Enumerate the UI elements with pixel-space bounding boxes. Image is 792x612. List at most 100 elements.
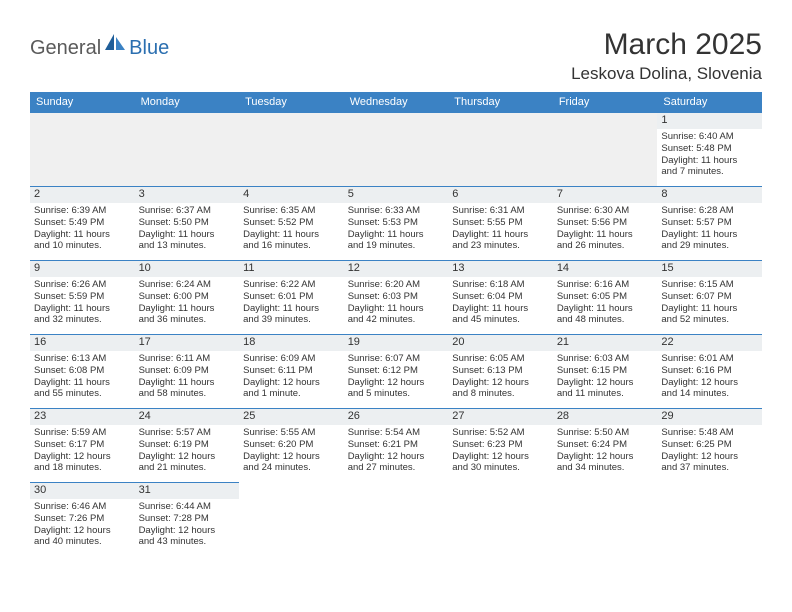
cell-text: and 39 minutes. [243,314,340,326]
cell-text: Daylight: 11 hours [661,303,758,315]
cell-text: Sunrise: 6:44 AM [139,501,236,513]
cell-text: Daylight: 12 hours [243,377,340,389]
calendar-cell: 7Sunrise: 6:30 AMSunset: 5:56 PMDaylight… [553,187,658,261]
cell-text: Sunset: 5:52 PM [243,217,340,229]
location: Leskova Dolina, Slovenia [571,64,762,84]
calendar-cell: 28Sunrise: 5:50 AMSunset: 6:24 PMDayligh… [553,409,658,483]
cell-text: and 5 minutes. [348,388,445,400]
cell-text: Sunrise: 6:03 AM [557,353,654,365]
day-number: 30 [30,483,135,499]
cell-text: Sunrise: 6:28 AM [661,205,758,217]
day-number: 10 [135,261,240,277]
cell-text: Daylight: 12 hours [452,451,549,463]
calendar-row: 2Sunrise: 6:39 AMSunset: 5:49 PMDaylight… [30,187,762,261]
cell-text: Sunset: 6:16 PM [661,365,758,377]
cell-text: Sunrise: 6:39 AM [34,205,131,217]
cell-text: Daylight: 11 hours [661,229,758,241]
calendar-cell: 11Sunrise: 6:22 AMSunset: 6:01 PMDayligh… [239,261,344,335]
day-number: 1 [657,113,762,129]
calendar-cell: 31Sunrise: 6:44 AMSunset: 7:28 PMDayligh… [135,483,240,557]
cell-text: Daylight: 12 hours [34,451,131,463]
cell-text: Sunrise: 6:26 AM [34,279,131,291]
day-number: 5 [344,187,449,203]
cell-text: and 40 minutes. [34,536,131,548]
cell-text: Daylight: 11 hours [139,303,236,315]
cell-text: Sunset: 6:00 PM [139,291,236,303]
cell-text: Sunset: 6:01 PM [243,291,340,303]
day-number: 24 [135,409,240,425]
cell-text: Sunrise: 6:15 AM [661,279,758,291]
calendar-cell [448,483,553,557]
cell-text: and 11 minutes. [557,388,654,400]
cell-text: Sunrise: 6:46 AM [34,501,131,513]
cell-text: Daylight: 11 hours [348,229,445,241]
cell-text: and 16 minutes. [243,240,340,252]
cell-text: Sunset: 5:56 PM [557,217,654,229]
calendar-cell [344,113,449,187]
day-number: 4 [239,187,344,203]
day-number: 16 [30,335,135,351]
calendar-cell [30,113,135,187]
cell-text: Sunset: 5:57 PM [661,217,758,229]
cell-text: Daylight: 12 hours [452,377,549,389]
cell-text: Sunrise: 5:55 AM [243,427,340,439]
cell-text: and 18 minutes. [34,462,131,474]
cell-text: and 52 minutes. [661,314,758,326]
calendar-cell: 26Sunrise: 5:54 AMSunset: 6:21 PMDayligh… [344,409,449,483]
cell-text: and 45 minutes. [452,314,549,326]
calendar-cell [448,113,553,187]
day-number: 23 [30,409,135,425]
calendar-cell [657,483,762,557]
calendar-cell: 13Sunrise: 6:18 AMSunset: 6:04 PMDayligh… [448,261,553,335]
day-number: 8 [657,187,762,203]
calendar-cell: 23Sunrise: 5:59 AMSunset: 6:17 PMDayligh… [30,409,135,483]
day-number: 18 [239,335,344,351]
day-number: 3 [135,187,240,203]
calendar-cell: 14Sunrise: 6:16 AMSunset: 6:05 PMDayligh… [553,261,658,335]
cell-text: Daylight: 12 hours [557,377,654,389]
logo-text-general: General [30,37,101,60]
calendar-page: General Blue March 2025 Leskova Dolina, … [0,0,792,557]
col-header: Saturday [657,92,762,113]
cell-text: and 19 minutes. [348,240,445,252]
cell-text: Sunrise: 6:18 AM [452,279,549,291]
calendar-row: 16Sunrise: 6:13 AMSunset: 6:08 PMDayligh… [30,335,762,409]
cell-text: Sunset: 6:07 PM [661,291,758,303]
day-number: 13 [448,261,553,277]
calendar-cell: 20Sunrise: 6:05 AMSunset: 6:13 PMDayligh… [448,335,553,409]
cell-text: Daylight: 12 hours [139,525,236,537]
cell-text: Sunset: 5:53 PM [348,217,445,229]
day-number: 26 [344,409,449,425]
day-number: 28 [553,409,658,425]
day-number: 20 [448,335,553,351]
cell-text: Daylight: 11 hours [243,303,340,315]
title-block: March 2025 Leskova Dolina, Slovenia [571,28,762,84]
cell-text: Sunset: 6:20 PM [243,439,340,451]
cell-text: Daylight: 11 hours [557,303,654,315]
cell-text: Sunrise: 6:31 AM [452,205,549,217]
cell-text: and 14 minutes. [661,388,758,400]
calendar-cell: 8 Sunrise: 6:28 AMSunset: 5:57 PMDaylight… [657,187,762,261]
col-header: Tuesday [239,92,344,113]
cell-text: Sunset: 6:13 PM [452,365,549,377]
cell-text: Sunset: 6:17 PM [34,439,131,451]
calendar-cell: 15Sunrise: 6:15 AMSunset: 6:07 PMDayligh… [657,261,762,335]
calendar-cell: 17Sunrise: 6:11 AMSunset: 6:09 PMDayligh… [135,335,240,409]
calendar-cell: 22Sunrise: 6:01 AMSunset: 6:16 PMDayligh… [657,335,762,409]
day-number: 7 [553,187,658,203]
cell-text: and 36 minutes. [139,314,236,326]
calendar-cell: 5Sunrise: 6:33 AMSunset: 5:53 PMDaylight… [344,187,449,261]
cell-text: Daylight: 11 hours [34,303,131,315]
logo: General Blue [30,34,169,63]
cell-text: and 24 minutes. [243,462,340,474]
calendar-cell [239,113,344,187]
cell-text: Sunrise: 5:54 AM [348,427,445,439]
cell-text: Daylight: 11 hours [243,229,340,241]
cell-text: Sunset: 7:28 PM [139,513,236,525]
day-number: 29 [657,409,762,425]
cell-text: and 21 minutes. [139,462,236,474]
col-header: Wednesday [344,92,449,113]
col-header: Monday [135,92,240,113]
cell-text: Daylight: 11 hours [34,377,131,389]
calendar-body: 1Sunrise: 6:40 AMSunset: 5:48 PMDaylight… [30,113,762,557]
